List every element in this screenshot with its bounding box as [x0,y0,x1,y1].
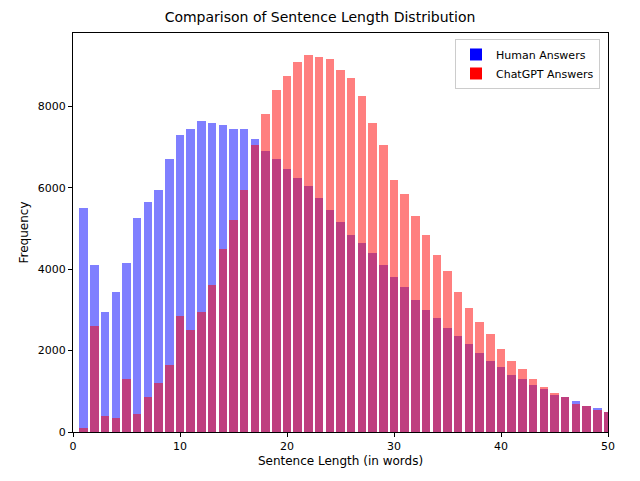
svg-text:ChatGPT Answers: ChatGPT Answers [496,68,594,81]
svg-text:0: 0 [59,426,66,439]
svg-text:4000: 4000 [38,263,66,276]
svg-text:2000: 2000 [38,344,66,357]
svg-text:Frequency: Frequency [17,202,31,264]
svg-text:8000: 8000 [38,100,66,113]
svg-text:20: 20 [280,440,294,453]
svg-text:Sentence Length (in words): Sentence Length (in words) [258,454,423,468]
svg-text:30: 30 [387,440,401,453]
svg-text:10: 10 [173,440,187,453]
svg-text:50: 50 [601,440,615,453]
svg-text:6000: 6000 [38,182,66,195]
svg-text:Human Answers: Human Answers [496,49,586,62]
svg-text:Comparison of Sentence Length: Comparison of Sentence Length Distributi… [165,9,476,25]
svg-text:0: 0 [70,440,77,453]
svg-text:40: 40 [494,440,508,453]
